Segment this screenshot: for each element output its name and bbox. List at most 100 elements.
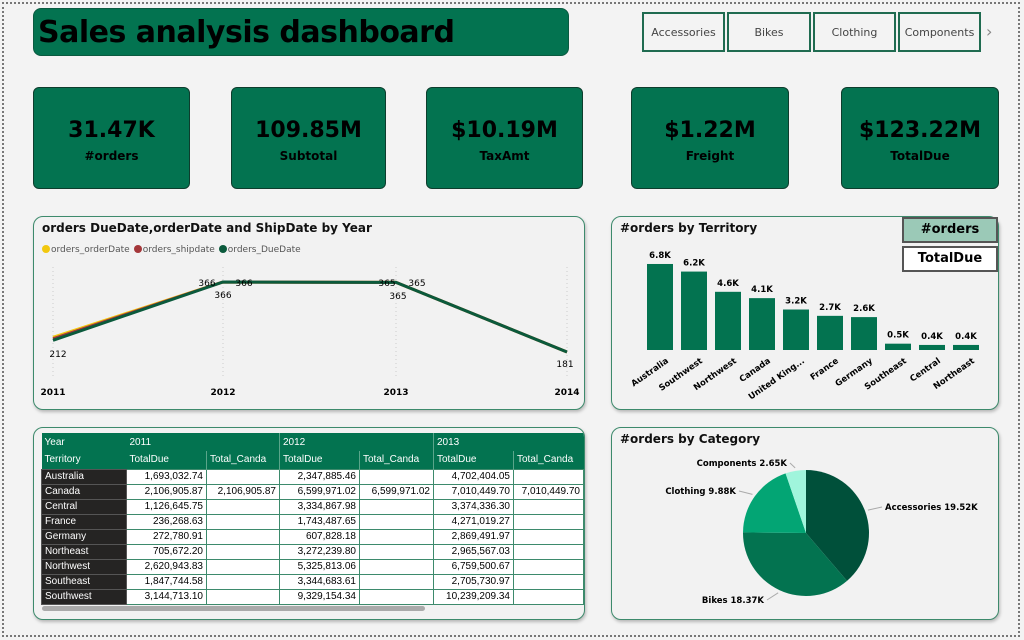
column-header[interactable]: [359, 433, 434, 451]
data-label: 3.2K: [785, 297, 807, 307]
row-header: France: [41, 513, 127, 530]
data-label: 6.8K: [649, 251, 671, 261]
table-row[interactable]: France 236,268.63 1,743,487.65 4,271,019.27: [41, 513, 584, 530]
table-cell: 10,239,209.34: [433, 588, 514, 605]
column-header[interactable]: TotalDue: [126, 451, 207, 469]
data-label: 6.2K: [683, 259, 705, 269]
table-row[interactable]: Canada 2,106,905.87 2,106,905.87 6,599,971.…: [41, 483, 584, 500]
data-label: Bikes 18.37K: [702, 596, 764, 606]
table-row[interactable]: Southwest 3,144,713.10 9,329,154.34 10,239,…: [41, 588, 584, 605]
table-cell: [206, 528, 280, 545]
table-cell: [513, 498, 584, 515]
bar-France[interactable]: [817, 315, 843, 350]
slicer-clothing[interactable]: Clothing: [813, 12, 896, 52]
data-label: Clothing 9.88K: [665, 487, 736, 497]
kpi-label: Subtotal: [279, 149, 338, 163]
kpi-label: Freight: [685, 149, 735, 163]
data-label: 0.5K: [887, 331, 909, 341]
chevron-right-icon[interactable]: ›: [986, 22, 993, 41]
data-label: 365: [408, 279, 425, 289]
legend-label: orders_orderDate: [51, 245, 130, 255]
pie-slice-Components[interactable]: [785, 470, 806, 533]
table-cell: [359, 498, 434, 515]
legend-label: orders_shipdate: [142, 245, 215, 255]
data-label: 366: [235, 279, 252, 289]
column-header[interactable]: 2012: [279, 433, 360, 451]
column-header[interactable]: [513, 433, 584, 451]
legend-item[interactable]: orders_shipdate: [133, 245, 215, 255]
slicer-bikes[interactable]: Bikes: [727, 12, 811, 52]
kpi-label: #orders: [84, 149, 139, 163]
table-cell: [359, 543, 434, 560]
data-label: 4.1K: [751, 285, 773, 295]
table-cell: [513, 528, 584, 545]
table-cell: 607,828.18: [279, 528, 360, 545]
column-header[interactable]: TotalDue: [433, 451, 514, 469]
pie-slice-Bikes[interactable]: [743, 532, 848, 596]
kpi-value: 109.85M: [255, 118, 362, 143]
row-header: Southeast: [41, 573, 127, 590]
table-cell: [513, 573, 584, 590]
column-header[interactable]: Total_Canda: [206, 451, 280, 469]
pie-slice-Accessories[interactable]: [806, 470, 869, 581]
bar-Central[interactable]: [919, 344, 945, 350]
row-header: Australia: [41, 468, 127, 485]
column-header[interactable]: Total_Canda: [513, 451, 584, 469]
table-cell: 2,965,567.03: [433, 543, 514, 560]
toggle-orders-button[interactable]: #orders: [902, 217, 998, 243]
table-cell: [206, 468, 280, 485]
data-label: 366: [198, 279, 215, 289]
column-header[interactable]: TotalDue: [279, 451, 360, 469]
toggle-totaldue-button[interactable]: TotalDue: [902, 246, 998, 272]
table-cell: 1,847,744.58: [126, 573, 207, 590]
column-header[interactable]: Total_Canda: [359, 451, 434, 469]
column-header[interactable]: Territory: [41, 451, 127, 469]
bar-Germany[interactable]: [851, 317, 877, 350]
series-line-orders_shipdate[interactable]: [52, 280, 568, 354]
series-line-orders_DueDate[interactable]: [52, 280, 568, 354]
x-tick-label: 2014: [554, 388, 579, 398]
kpi-subtotal: 109.85M Subtotal: [231, 87, 386, 189]
table-row[interactable]: Central 1,126,645.75 3,334,867.98 3,374,336…: [41, 498, 584, 515]
bar-United King...[interactable]: [783, 309, 809, 350]
table-row[interactable]: Northwest 2,620,943.83 5,325,813.06 6,759,5…: [41, 558, 584, 575]
legend-item[interactable]: orders_orderDate: [42, 245, 130, 255]
bar-Northeast[interactable]: [953, 344, 979, 350]
column-header[interactable]: Year: [41, 433, 127, 451]
bar-Southwest[interactable]: [681, 271, 707, 350]
table-cell: [513, 543, 584, 560]
data-label: 366: [214, 291, 231, 301]
table-cell: 705,672.20: [126, 543, 207, 560]
bar-Northwest[interactable]: [715, 291, 741, 350]
data-label: 181: [556, 360, 573, 370]
column-header[interactable]: 2011: [126, 433, 207, 451]
table-cell: 2,106,905.87: [126, 483, 207, 500]
data-label: 4.6K: [717, 279, 739, 289]
slicer-accessories[interactable]: Accessories: [642, 12, 725, 52]
column-header[interactable]: [206, 433, 280, 451]
kpi-orders: 31.47K #orders: [33, 87, 190, 189]
table-row[interactable]: Germany 272,780.91 607,828.18 2,869,491.97: [41, 528, 584, 545]
bar-Canada[interactable]: [749, 298, 775, 350]
kpi-taxamt: $10.19M TaxAmt: [426, 87, 583, 189]
table-cell: 2,705,730.97: [433, 573, 514, 590]
table-cell: 6,599,971.02: [359, 483, 434, 500]
table-row[interactable]: Northeast 705,672.20 3,272,239.80 2,965,567…: [41, 543, 584, 560]
legend-item[interactable]: orders_DueDate: [218, 245, 301, 255]
table-row[interactable]: Australia 1,693,032.74 2,347,885.46 4,702,4…: [41, 468, 584, 485]
series-line-orders_orderDate[interactable]: [52, 280, 568, 354]
table-cell: 3,272,239.80: [279, 543, 360, 560]
bar-Southeast[interactable]: [885, 343, 911, 350]
slicer-components[interactable]: Components: [898, 12, 981, 52]
kpi-totaldue: $123.22M TotalDue: [841, 87, 999, 189]
column-header[interactable]: 2013: [433, 433, 514, 451]
table-cell: [359, 588, 434, 605]
table-cell: 9,329,154.34: [279, 588, 360, 605]
table-row[interactable]: Southeast 1,847,744.58 3,344,683.61 2,705,7…: [41, 573, 584, 590]
bar-Australia[interactable]: [647, 263, 673, 350]
horizontal-scrollbar[interactable]: [42, 606, 425, 611]
data-label: 365: [389, 292, 406, 302]
pie-slice-Clothing[interactable]: [743, 473, 806, 533]
